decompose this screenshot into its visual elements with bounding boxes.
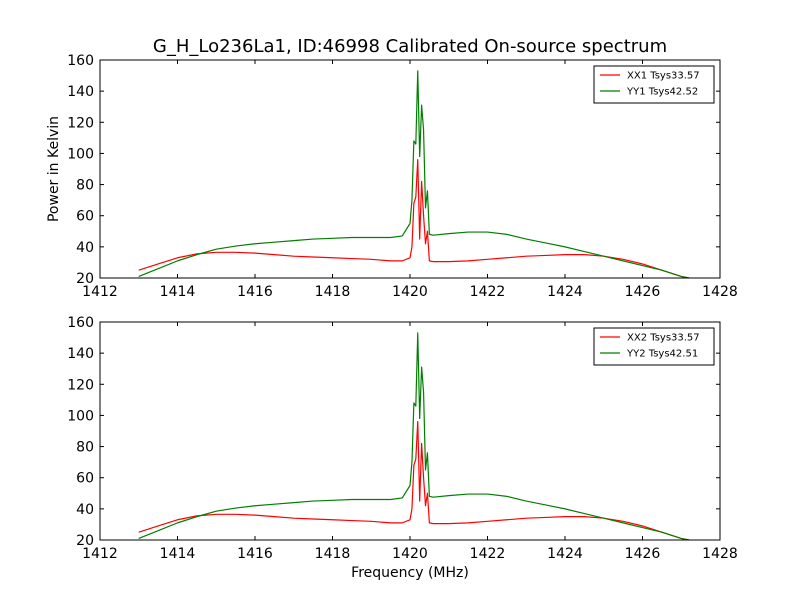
- series-line-yy1: [138, 70, 690, 278]
- x-tick-label: 1424: [547, 284, 583, 300]
- legend: XX2 Tsys33.57 YY2 Tsys42.51: [593, 327, 715, 366]
- x-tick-label: 1422: [470, 284, 506, 300]
- legend-label: YY1 Tsys42.52: [626, 87, 698, 98]
- y-tick-label: 100: [67, 408, 94, 424]
- x-tick-label: 1414: [160, 284, 196, 300]
- x-tick-label: 1416: [237, 546, 273, 562]
- legend-box: [593, 65, 715, 104]
- series-group: [138, 332, 690, 540]
- y-tick-label: 20: [76, 533, 94, 549]
- legend-label: XX1 Tsys33.57: [627, 71, 700, 82]
- figure-title: G_H_Lo236La1, ID:46998 Calibrated On-sou…: [153, 36, 667, 57]
- y-tick-label: 140: [67, 346, 94, 362]
- y-tick-label: 120: [67, 377, 94, 393]
- series-line-xx2: [138, 421, 690, 540]
- x-tick-label: 1426: [625, 546, 661, 562]
- top-panel: 1412 1414 1416 1418 1420 1422 1424 1426 1428 20 40…: [67, 53, 738, 300]
- x-tick-label: 1416: [237, 284, 273, 300]
- y-axis-label: Power in Kelvin: [46, 116, 62, 222]
- y-tick-label: 20: [76, 271, 94, 287]
- y-tick-label: 40: [76, 240, 94, 256]
- x-tick-label: 1414: [160, 546, 196, 562]
- y-tick-label: 160: [67, 315, 94, 331]
- x-tick-label: 1428: [702, 546, 738, 562]
- y-tick-label: 80: [76, 178, 94, 194]
- x-tick-label: 1424: [547, 546, 583, 562]
- y-tick-label: 140: [67, 84, 94, 100]
- x-tick-label: 1418: [315, 284, 351, 300]
- y-tick-label: 60: [76, 471, 94, 487]
- y-tick-label: 60: [76, 209, 94, 225]
- x-tick-label: 1412: [82, 546, 118, 562]
- y-tick-label: 100: [67, 146, 94, 162]
- x-tick-label: 1420: [392, 546, 428, 562]
- legend-label: XX2 Tsys33.57: [627, 333, 700, 344]
- x-axis-label: Frequency (MHz): [351, 565, 469, 581]
- series-group: [138, 70, 690, 278]
- x-tick-label: 1418: [315, 546, 351, 562]
- y-tick-label: 120: [67, 115, 94, 131]
- legend: XX1 Tsys33.57 YY1 Tsys42.52: [593, 65, 715, 104]
- x-tick-label: 1420: [392, 284, 428, 300]
- series-line-yy2: [138, 332, 690, 540]
- x-tick-label: 1412: [82, 284, 118, 300]
- bottom-panel: 1412 1414 1416 1418 1420 1422 1424 1426 1428 20 40…: [67, 315, 738, 562]
- x-tick-label: 1426: [625, 284, 661, 300]
- x-tick-label: 1422: [470, 546, 506, 562]
- series-line-xx1: [138, 159, 690, 278]
- x-tick-label: 1428: [702, 284, 738, 300]
- legend-box: [593, 327, 715, 366]
- y-tick-label: 80: [76, 440, 94, 456]
- y-tick-label: 160: [67, 53, 94, 69]
- y-tick-label: 40: [76, 502, 94, 518]
- legend-label: YY2 Tsys42.51: [626, 349, 698, 360]
